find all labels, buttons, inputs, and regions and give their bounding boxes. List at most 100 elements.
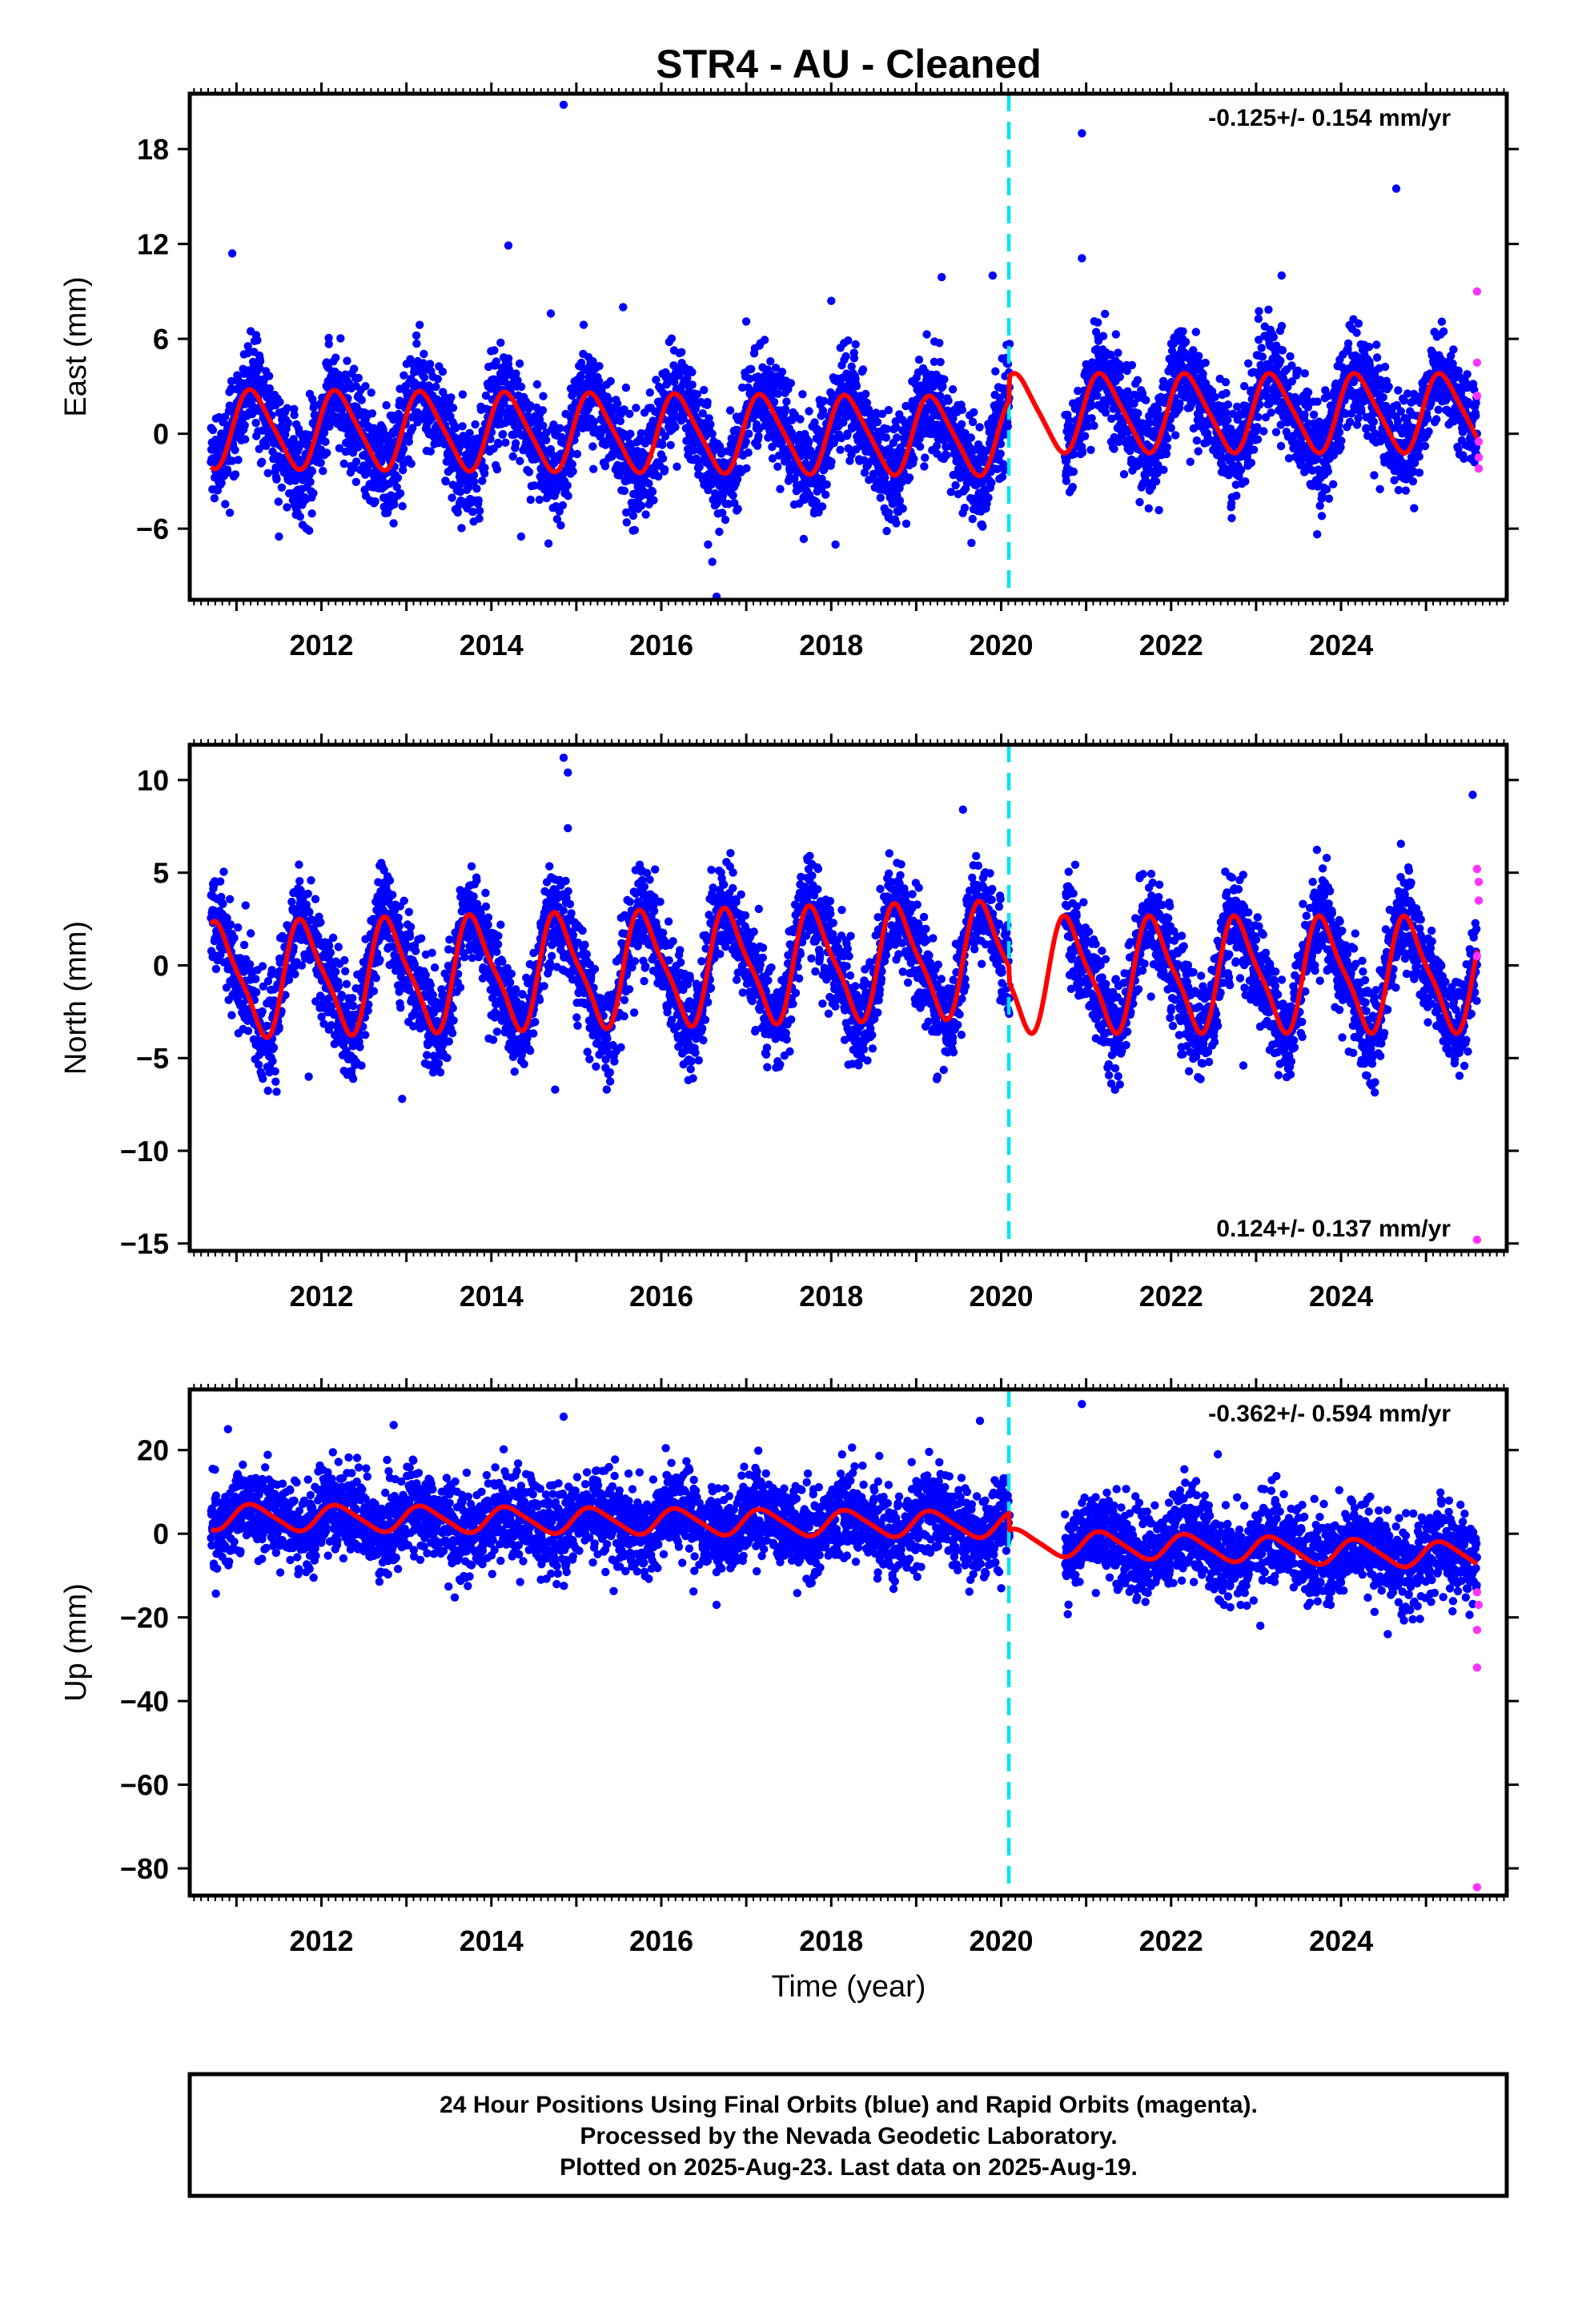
east-final-point: [367, 409, 377, 418]
east-final-point: [1286, 352, 1295, 361]
east-final-point: [1119, 470, 1129, 479]
east-final-point: [283, 503, 291, 512]
east-final-point: [319, 466, 327, 476]
east-final-point: [729, 491, 737, 500]
east-final-point: [721, 515, 730, 525]
east-final-point: [1278, 346, 1287, 355]
figure-title: STR4 - AU - Cleaned: [656, 42, 1042, 86]
east-final-point: [539, 421, 548, 430]
east-final-point: [673, 462, 681, 471]
east-final-point: [1408, 476, 1418, 486]
east-final-point: [781, 404, 790, 414]
east-final-point: [1315, 501, 1324, 510]
east-final-point: [626, 429, 635, 438]
east-final-point: [700, 385, 709, 395]
east-final-point: [708, 429, 717, 438]
east-final-point: [371, 497, 379, 506]
east-final-point: [1142, 396, 1150, 404]
east-final-point: [1253, 435, 1263, 444]
east-final-point: [408, 424, 417, 432]
east-final-point: [438, 367, 448, 376]
east-final-point: [1094, 318, 1102, 327]
east-final-point: [660, 465, 669, 474]
east-final-point: [938, 382, 947, 391]
east-plot-area: [190, 94, 1507, 600]
east-final-point: [1345, 417, 1355, 427]
east-final-point: [1194, 447, 1203, 456]
east-final-point: [1062, 476, 1071, 485]
east-final-point: [798, 390, 807, 399]
east-final-point: [821, 490, 830, 499]
east-final-point: [349, 464, 359, 472]
east-final-point: [274, 497, 283, 506]
east-final-point: [1114, 348, 1122, 357]
east-y-tick-label: 6: [153, 323, 169, 356]
east-final-point: [984, 493, 993, 502]
east-final-point: [1227, 513, 1236, 523]
east-final-point: [744, 448, 753, 457]
east-final-point: [1087, 414, 1096, 423]
east-final-point: [1257, 344, 1266, 352]
east-final-point: [516, 456, 524, 465]
east-final-point: [382, 400, 391, 410]
east-final-point: [786, 379, 796, 388]
east-final-point: [240, 420, 249, 430]
east-final-point: [1254, 314, 1263, 324]
east-final-point: [1151, 477, 1161, 486]
east-final-point: [357, 396, 366, 404]
east-final-point: [628, 511, 638, 521]
east-final-point: [641, 510, 650, 519]
east-final-point: [474, 496, 483, 505]
east-final-point: [960, 504, 970, 513]
east-y-tick-label: 18: [137, 133, 169, 166]
east-final-point: [760, 336, 769, 344]
east-final-point: [632, 404, 640, 412]
east-final-point: [1093, 391, 1102, 400]
east-final-point: [1269, 332, 1279, 342]
east-final-point: [576, 372, 585, 381]
east-final-point: [426, 447, 435, 456]
east-final-point: [458, 390, 468, 399]
east-final-point: [393, 473, 403, 482]
east-final-point: [616, 416, 625, 425]
east-final-point: [1271, 428, 1281, 436]
east-final-point: [951, 480, 960, 490]
east-rapid-point: [1474, 437, 1484, 446]
east-final-point: [496, 338, 505, 348]
east-final-point: [568, 467, 577, 476]
east-final-point: [420, 349, 428, 359]
east-final-point: [1255, 307, 1263, 316]
east-final-point: [367, 388, 375, 397]
east-final-point: [253, 336, 262, 345]
east-final-point: [588, 442, 597, 451]
east-final-point: [1401, 486, 1411, 495]
east-final-point: [295, 512, 304, 521]
east-final-point: [1090, 421, 1098, 430]
east-final-point: [1241, 477, 1250, 486]
east-final-point: [513, 376, 522, 385]
east-final-point: [666, 440, 675, 449]
east-final-point: [265, 372, 274, 380]
east-final-point: [512, 439, 520, 448]
east-final-point: [348, 448, 358, 457]
east-final-point: [968, 417, 978, 427]
east-final-point: [1472, 412, 1480, 420]
east-final-point: [556, 521, 565, 530]
east-final-point: [958, 420, 966, 428]
east-final-point: [916, 442, 925, 451]
east-final-point: [836, 445, 845, 454]
east-final-point: [1110, 444, 1118, 453]
east-final-point: [501, 438, 510, 447]
east-final-point: [290, 404, 299, 413]
east-final-point: [844, 336, 853, 345]
east-final-point: [921, 453, 930, 462]
east-final-point: [970, 408, 978, 416]
east-final-point: [1267, 408, 1275, 417]
east-final-point: [475, 506, 484, 516]
east-final-point: [464, 436, 473, 444]
east-final-point: [914, 356, 924, 364]
east-final-point: [516, 382, 526, 392]
east-final-point: [307, 509, 316, 518]
east-final-point: [563, 481, 572, 490]
east-final-point: [448, 493, 456, 502]
